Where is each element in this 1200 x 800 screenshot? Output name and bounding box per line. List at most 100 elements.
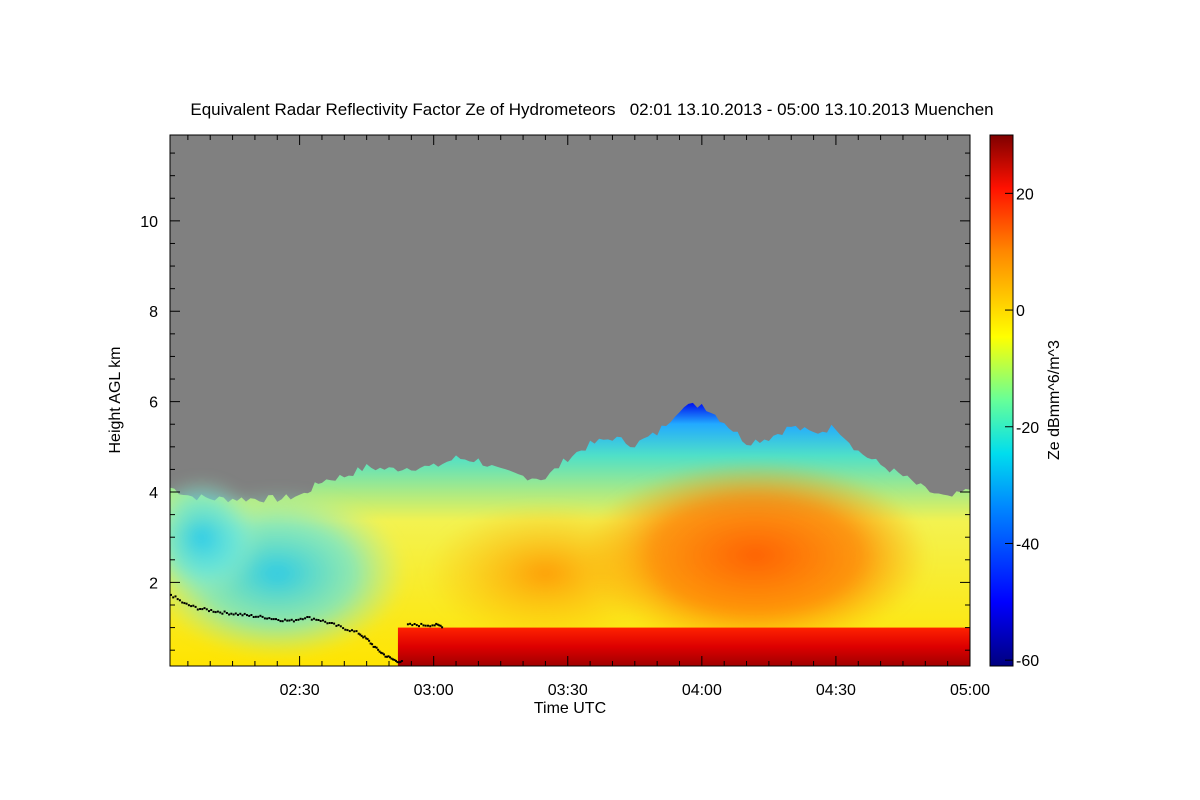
ceilometer-point	[295, 619, 298, 621]
ceilometer-point	[381, 652, 384, 655]
ceilometer-point	[172, 596, 175, 599]
ceilometer-point	[201, 608, 204, 611]
ceilometer-point	[374, 645, 377, 648]
colorbar-tick-label: -20	[1016, 420, 1039, 437]
low-reflectivity-zone-upper	[170, 477, 262, 598]
ceilometer-point	[225, 612, 228, 614]
ceilometer-point	[275, 618, 277, 621]
ceilometer-point	[395, 659, 397, 662]
ceilometer-point	[351, 629, 353, 632]
colorbar-tick-label: -60	[1016, 653, 1039, 670]
ceilometer-point	[223, 610, 226, 613]
ceilometer-point	[259, 614, 262, 617]
ceilometer-point	[424, 624, 427, 627]
ceilometer-point	[383, 653, 385, 656]
y-axis-label: Height AGL km	[107, 346, 124, 453]
ceilometer-point	[299, 617, 302, 620]
x-tick-label: 03:30	[548, 682, 588, 699]
ceilometer-point	[433, 624, 436, 627]
ceilometer-point	[216, 610, 219, 613]
ceilometer-point	[219, 611, 222, 614]
ceilometer-point	[396, 661, 399, 664]
ceilometer-point	[387, 655, 390, 658]
ceilometer-point	[313, 617, 315, 620]
ceilometer-point	[359, 633, 362, 636]
ceilometer-point	[392, 658, 394, 661]
ceilometer-point	[348, 630, 351, 633]
y-axis: 2 4 6 8 10	[140, 152, 970, 651]
ceilometer-point	[384, 655, 387, 658]
ceilometer-point	[365, 637, 368, 640]
surface-precipitation-band	[397, 627, 970, 666]
moderate-reflectivity-zone	[425, 503, 666, 644]
ceilometer-point	[270, 618, 273, 621]
ceilometer-point	[277, 619, 280, 621]
ceilometer-point	[317, 619, 320, 621]
colorbar-tick-label: 20	[1016, 186, 1034, 203]
ceilometer-point	[369, 642, 372, 645]
ceilometer-point	[199, 608, 202, 610]
x-tick-label: 02:30	[280, 682, 320, 699]
ceilometer-point	[363, 635, 366, 638]
colorbar-label: Ze dBmm^6/m^3	[1046, 340, 1063, 460]
ceilometer-point	[429, 625, 432, 628]
ceilometer-point	[257, 615, 260, 618]
ceilometer-point	[268, 617, 271, 620]
ceilometer-point	[176, 598, 179, 601]
ceilometer-point	[230, 612, 233, 615]
ceilometer-point	[239, 612, 242, 615]
ceilometer-point	[272, 618, 275, 621]
ceilometer-point	[228, 613, 231, 616]
ceilometer-point	[292, 620, 295, 623]
ceilometer-point	[310, 618, 313, 621]
ceilometer-point	[208, 610, 210, 613]
ceilometer-point	[328, 622, 331, 624]
ceilometer-point	[436, 623, 439, 626]
ceilometer-point	[261, 615, 264, 618]
ceilometer-point	[243, 612, 246, 615]
ceilometer-point	[360, 634, 363, 637]
ceilometer-point	[431, 624, 434, 627]
ceilometer-point	[377, 648, 380, 651]
ceilometer-point	[418, 625, 420, 628]
ceilometer-point	[415, 624, 418, 627]
ceilometer-point	[266, 617, 269, 620]
ceilometer-point	[389, 656, 391, 659]
x-tick-label: 04:00	[682, 682, 722, 699]
ceilometer-point	[183, 602, 186, 605]
ceilometer-point	[254, 615, 257, 618]
colorbar-axis: 20 0 -20 -40 -60	[1005, 186, 1039, 670]
ceilometer-point	[308, 616, 311, 619]
ceilometer-point	[232, 613, 235, 616]
ceilometer-point	[439, 624, 442, 627]
ceilometer-point	[413, 623, 416, 625]
ceilometer-point	[306, 616, 309, 618]
ceilometer-point	[397, 661, 400, 664]
ceilometer-point	[248, 614, 251, 617]
y-tick-label: 10	[140, 214, 158, 231]
ceilometer-point	[438, 624, 441, 627]
ceilometer-point	[279, 620, 282, 623]
ceilometer-point	[386, 655, 388, 658]
plot-area	[170, 135, 970, 666]
ceilometer-point	[368, 639, 371, 642]
ceilometer-point	[315, 618, 318, 621]
ceilometer-point	[281, 620, 284, 623]
ceilometer-point	[400, 660, 403, 662]
ceilometer-point	[194, 605, 197, 608]
ceilometer-point	[393, 658, 396, 661]
ceilometer-point	[330, 622, 333, 624]
ceilometer-point	[174, 595, 177, 598]
ceilometer-point	[406, 623, 409, 626]
ceilometer-point	[411, 624, 414, 627]
high-reflectivity-core	[580, 460, 931, 651]
ceilometer-point	[375, 646, 378, 649]
ceilometer-point	[192, 604, 195, 607]
ceilometer-point	[246, 614, 248, 617]
ceilometer-point	[263, 617, 266, 620]
ceilometer-point	[333, 622, 336, 625]
ceilometer-cloud-base	[170, 593, 444, 664]
ceilometer-point	[357, 632, 360, 635]
ceilometer-point	[181, 601, 184, 604]
x-tick-label: 05:00	[950, 682, 990, 699]
